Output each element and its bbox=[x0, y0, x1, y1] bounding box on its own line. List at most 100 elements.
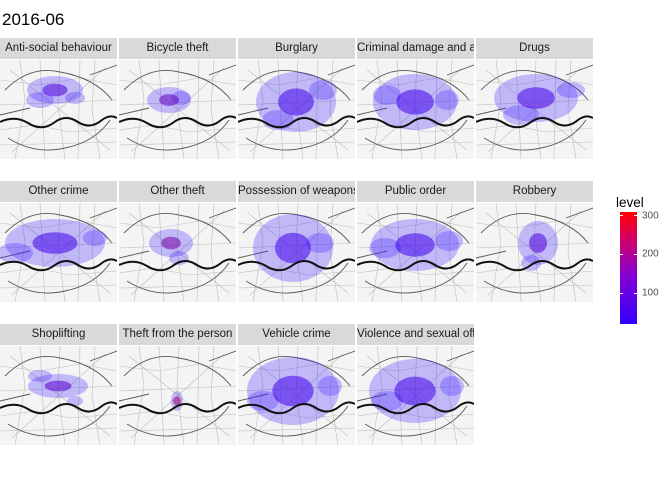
density-layer bbox=[0, 219, 107, 267]
facet-map-svg bbox=[357, 203, 474, 302]
density-blob bbox=[26, 92, 54, 108]
major-roads bbox=[0, 207, 117, 294]
density-peak bbox=[517, 87, 555, 109]
facet-panel: Theft from the person bbox=[119, 324, 236, 446]
density-peak bbox=[42, 83, 68, 97]
facet-strip-label: Violence and sexual offences bbox=[357, 324, 474, 345]
density-peak bbox=[161, 236, 181, 250]
major-roads bbox=[238, 64, 355, 151]
density-peak bbox=[44, 380, 72, 392]
facet-strip-label: Burglary bbox=[238, 38, 355, 59]
density-layer bbox=[369, 219, 463, 271]
facet-map-svg bbox=[357, 346, 474, 445]
density-peak bbox=[529, 233, 547, 253]
major-roads bbox=[476, 207, 593, 294]
facet-map-svg bbox=[0, 60, 117, 159]
major-roads bbox=[357, 207, 474, 294]
facet-map bbox=[119, 346, 236, 445]
density-peak bbox=[272, 375, 314, 407]
river-thames bbox=[119, 401, 236, 415]
river-thames bbox=[0, 401, 117, 415]
facet-strip-label: Public order bbox=[357, 181, 474, 202]
facet-map bbox=[119, 60, 236, 159]
street-network bbox=[0, 60, 117, 159]
major-roads bbox=[119, 350, 236, 437]
density-peak bbox=[395, 233, 435, 257]
facet-panel: Possession of weapons bbox=[238, 181, 355, 303]
facet-panel: Other theft bbox=[119, 181, 236, 303]
major-roads bbox=[357, 64, 474, 151]
facet-panel: Vehicle crime bbox=[238, 324, 355, 446]
river-thames bbox=[238, 115, 355, 129]
facet-map bbox=[238, 203, 355, 302]
density-layer bbox=[253, 214, 334, 282]
major-roads bbox=[0, 350, 117, 437]
facet-strip-label: Shoplifting bbox=[0, 324, 117, 345]
major-roads bbox=[238, 207, 355, 294]
density-blob bbox=[435, 231, 463, 251]
legend-tick-label: 200 bbox=[642, 248, 659, 260]
facet-map bbox=[238, 346, 355, 445]
density-peak bbox=[173, 396, 181, 406]
density-blob bbox=[369, 238, 401, 258]
major-roads bbox=[0, 64, 117, 151]
density-blob bbox=[440, 376, 464, 396]
density-layer bbox=[373, 74, 459, 130]
facet-strip-label: Vehicle crime bbox=[238, 324, 355, 345]
density-blob bbox=[306, 233, 334, 253]
facet-strip-label: Anti-social behaviour bbox=[0, 38, 117, 59]
density-peak bbox=[394, 376, 436, 406]
density-blob bbox=[65, 92, 85, 104]
facet-panel: Public order bbox=[357, 181, 474, 303]
density-layer bbox=[147, 87, 191, 113]
major-roads bbox=[476, 64, 593, 151]
facet-map bbox=[0, 203, 117, 302]
facet-map-svg bbox=[238, 346, 355, 445]
density-peak bbox=[32, 232, 78, 254]
legend-colorbar bbox=[620, 212, 637, 324]
major-roads bbox=[238, 350, 355, 437]
major-roads bbox=[357, 350, 474, 437]
major-roads bbox=[119, 207, 236, 294]
river-thames bbox=[357, 115, 474, 129]
facet-panel: Violence and sexual offences bbox=[357, 324, 474, 446]
page-title: 2016-06 bbox=[2, 10, 65, 29]
facet-strip-label: Robbery bbox=[476, 181, 593, 202]
facet-map-svg bbox=[0, 346, 117, 445]
density-peak bbox=[159, 94, 179, 106]
major-roads bbox=[119, 64, 236, 151]
facet-map bbox=[0, 60, 117, 159]
facet-strip-label: Drugs bbox=[476, 38, 593, 59]
river-thames bbox=[238, 401, 355, 415]
facet-map-svg bbox=[238, 60, 355, 159]
density-peak bbox=[396, 89, 434, 115]
street-network bbox=[476, 60, 593, 159]
density-blob bbox=[557, 82, 585, 98]
density-blob bbox=[83, 230, 107, 246]
facet-strip-label: Criminal damage and arson bbox=[357, 38, 474, 59]
density-blob bbox=[0, 243, 33, 263]
river-thames bbox=[0, 258, 117, 272]
density-blob bbox=[247, 391, 279, 411]
facet-map bbox=[119, 203, 236, 302]
density-layer bbox=[26, 76, 85, 108]
facet-map-svg bbox=[476, 60, 593, 159]
facet-panel: Robbery bbox=[476, 181, 593, 303]
facet-map bbox=[476, 60, 593, 159]
facet-panel: Other crime bbox=[0, 181, 117, 303]
density-blob bbox=[373, 85, 401, 105]
density-blob bbox=[28, 370, 52, 382]
density-layer bbox=[28, 370, 88, 406]
facet-map-svg bbox=[476, 203, 593, 302]
facet-panel: Burglary bbox=[238, 38, 355, 160]
density-peak bbox=[275, 232, 311, 264]
legend-title: level bbox=[616, 195, 644, 210]
river-thames bbox=[0, 115, 117, 129]
density-layer bbox=[256, 72, 337, 132]
facet-strip-label: Other theft bbox=[119, 181, 236, 202]
facet-map bbox=[0, 346, 117, 445]
facet-strip-label: Possession of weapons bbox=[238, 181, 355, 202]
river-thames bbox=[476, 115, 593, 129]
river-thames bbox=[238, 258, 355, 272]
density-blob bbox=[435, 90, 459, 110]
